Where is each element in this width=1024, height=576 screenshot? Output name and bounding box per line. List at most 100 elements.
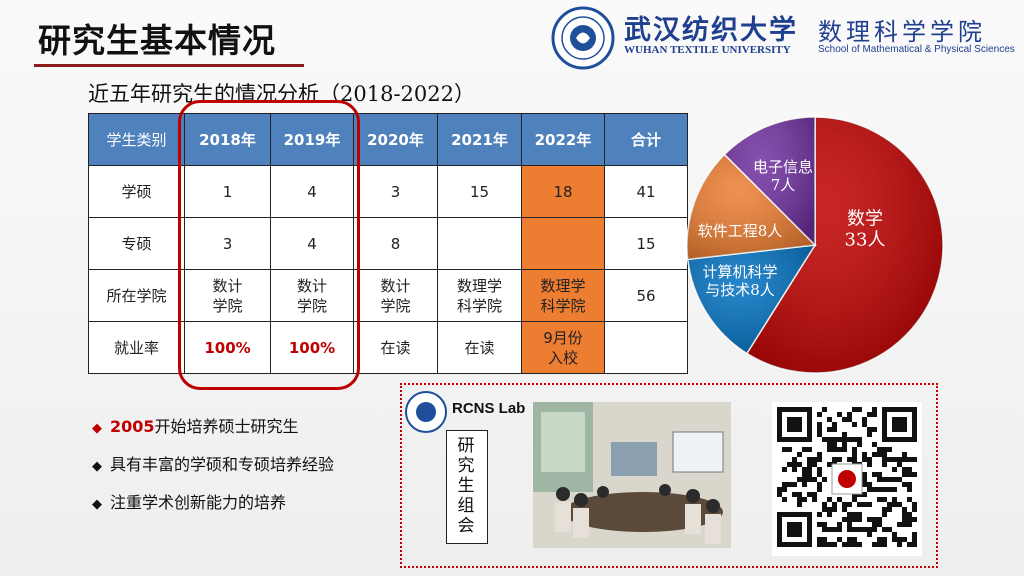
- qr-module: [842, 542, 847, 547]
- qr-module: [902, 467, 907, 472]
- table-cell: 数计 学院: [353, 269, 438, 322]
- qr-module: [907, 467, 912, 472]
- qr-module: [832, 457, 837, 462]
- qr-module: [897, 502, 902, 507]
- qr-module: [852, 512, 857, 517]
- qr-module: [857, 512, 862, 517]
- stats-table: 学生类别 2018年 2019年 2020年 2021年 2022年 合计 学硕 1 4 3 15 18…: [88, 113, 688, 374]
- qr-module: [907, 542, 912, 547]
- qr-module: [882, 457, 887, 462]
- qr-module: [862, 457, 867, 462]
- qr-module: [852, 447, 857, 452]
- qr-module: [912, 532, 917, 537]
- qr-module: [852, 497, 857, 502]
- qr-finder-core: [787, 522, 802, 537]
- qr-module: [897, 522, 902, 527]
- bullet-marker: ◆: [92, 421, 102, 436]
- qr-module: [842, 517, 847, 522]
- qr-module: [817, 482, 822, 487]
- qr-module: [912, 472, 917, 477]
- qr-module: [822, 477, 827, 482]
- qr-module: [837, 537, 842, 542]
- qr-module: [822, 502, 827, 507]
- qr-module: [807, 447, 812, 452]
- qr-module: [792, 457, 797, 462]
- qr-module: [887, 527, 892, 532]
- qr-module: [822, 522, 827, 527]
- group-label: 研究生组会: [457, 436, 475, 536]
- qr-module: [907, 472, 912, 477]
- qr-module: [882, 512, 887, 517]
- qr-module: [842, 432, 847, 437]
- qr-module: [887, 447, 892, 452]
- qr-module: [907, 517, 912, 522]
- qr-module: [907, 522, 912, 527]
- qr-module: [857, 517, 862, 522]
- qr-module: [882, 477, 887, 482]
- header-cell: 2021年: [437, 113, 522, 166]
- qr-module: [882, 507, 887, 512]
- qr-module: [842, 507, 847, 512]
- qr-module: [817, 472, 822, 477]
- qr-module: [902, 522, 907, 527]
- qr-module: [802, 477, 807, 482]
- table-cell: 8: [353, 217, 438, 270]
- cell-line: 入校: [547, 348, 578, 367]
- qr-module: [822, 437, 827, 442]
- qr-module: [827, 417, 832, 422]
- qr-module: [812, 457, 817, 462]
- qr-module: [867, 432, 872, 437]
- qr-module: [797, 452, 802, 457]
- qr-module: [852, 537, 857, 542]
- qr-module: [872, 412, 877, 417]
- cell-line: 学院: [380, 296, 411, 315]
- qr-module: [862, 422, 867, 427]
- qr-module: [832, 542, 837, 547]
- qr-module: [832, 527, 837, 532]
- slice-label: 计算机科学: [702, 263, 777, 281]
- qr-module: [782, 487, 787, 492]
- bullet-marker: ◆: [92, 497, 102, 512]
- qr-module: [792, 462, 797, 467]
- qr-module: [862, 527, 867, 532]
- qr-module: [847, 527, 852, 532]
- slice-label: 与技术8人: [705, 281, 775, 299]
- cell-line: 学院: [296, 296, 327, 315]
- qr-module: [867, 517, 872, 522]
- qr-module: [872, 517, 877, 522]
- qr-module: [832, 502, 837, 507]
- lab-panel: [400, 383, 938, 568]
- qr-module: [882, 542, 887, 547]
- table-cell: [437, 217, 522, 270]
- cell-line: 数理学: [540, 276, 586, 295]
- qr-module: [912, 502, 917, 507]
- qr-module: [892, 502, 897, 507]
- qr-module: [862, 482, 867, 487]
- qr-module: [857, 407, 862, 412]
- qr-module: [807, 472, 812, 477]
- qr-module: [827, 542, 832, 547]
- qr-module: [817, 412, 822, 417]
- slide-title: 研究生基本情况: [38, 21, 276, 60]
- qr-module: [807, 477, 812, 482]
- cell-line: 科学院: [540, 296, 586, 315]
- cell-line: 数计: [296, 276, 327, 295]
- qr-module: [907, 487, 912, 492]
- qr-module: [792, 467, 797, 472]
- table-cell: 数理学 科学院: [437, 269, 522, 322]
- qr-module: [827, 442, 832, 447]
- qr-module: [902, 472, 907, 477]
- qr-module: [867, 487, 872, 492]
- table-cell: 100%: [270, 321, 354, 374]
- qr-module: [862, 477, 867, 482]
- qr-module: [802, 467, 807, 472]
- qr-module: [862, 472, 867, 477]
- cell-line: 科学院: [456, 296, 502, 315]
- qr-module: [822, 507, 827, 512]
- qr-module: [842, 447, 847, 452]
- qr-module: [837, 527, 842, 532]
- bullet-list: ◆ 2005开始培养硕士研究生 ◆ 具有丰富的学硕和专硕培养经验 ◆ 注重学术创新能力的培…: [92, 413, 334, 527]
- qr-module: [802, 472, 807, 477]
- qr-module: [847, 522, 852, 527]
